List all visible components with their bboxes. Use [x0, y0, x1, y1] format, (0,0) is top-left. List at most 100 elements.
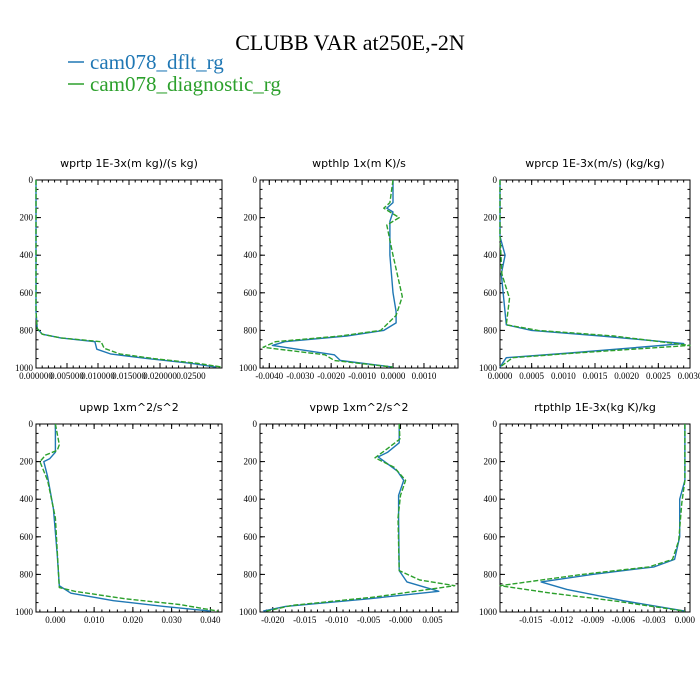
panel-4: upwp 1xm^2/s^2 0 200 400 600 800 1000 0.000 0.01…: [15, 401, 223, 625]
y-tick-label: 0: [493, 175, 498, 185]
series-line-diagnostic: [499, 180, 691, 368]
x-tick-label: 0.040: [200, 615, 221, 625]
x-tick-label: 0.0000: [488, 371, 513, 381]
legend-label-diagnostic: cam078_diagnostic_rg: [90, 72, 281, 96]
y-tick-label: 800: [20, 325, 34, 335]
y-tick-label: 1000: [479, 607, 498, 617]
x-tick-label: 0.02500: [176, 371, 206, 381]
x-tick-label: 0.010000: [81, 371, 115, 381]
y-tick-label: 400: [244, 494, 258, 504]
x-tick-label: 0.0005: [519, 371, 544, 381]
x-tick-label: -0.0020: [317, 371, 345, 381]
x-tick-label: -0.015: [519, 615, 543, 625]
y-tick-label: 0: [253, 419, 258, 429]
x-tick-label: -0.0040: [255, 371, 283, 381]
y-tick-label: 600: [244, 532, 258, 542]
x-tick-label: 0.0015: [583, 371, 608, 381]
y-tick-label: 400: [484, 250, 498, 260]
x-tick-label: 0.020: [123, 615, 144, 625]
panels: wprtp 1E-3x(m kg)/(s kg) 0 200 400 600 800 100…: [15, 157, 700, 625]
y-tick-label: 600: [20, 532, 34, 542]
series-line-diagnostic: [35, 180, 223, 368]
x-tick-label: -0.005: [357, 615, 381, 625]
y-tick-label: 600: [484, 288, 498, 298]
x-tick-label: 0.0010: [551, 371, 576, 381]
y-tick-label: 800: [244, 325, 258, 335]
x-tick-label: 0.005000: [50, 371, 84, 381]
x-tick-label: 0.000: [675, 615, 696, 625]
x-tick-label: 0.0030: [678, 371, 700, 381]
y-tick-label: 1000: [15, 607, 34, 617]
x-tick-label: 0.0000: [381, 371, 406, 381]
legend: cam078_dflt_rg cam078_diagnostic_rg: [68, 50, 281, 96]
y-tick-label: 200: [20, 213, 34, 223]
x-tick-label: 0.005: [422, 615, 443, 625]
legend-label-dflt: cam078_dflt_rg: [90, 50, 224, 74]
panel-title: rtpthlp 1E-3x(kg K)/kg: [534, 401, 656, 414]
x-tick-label: -0.000: [389, 615, 413, 625]
panel-title: vpwp 1xm^2/s^2: [309, 401, 408, 414]
y-tick-label: 200: [484, 213, 498, 223]
y-tick-label: 1000: [239, 607, 258, 617]
panel-title: wprtp 1E-3x(m kg)/(s kg): [60, 157, 198, 170]
series-line-diagnostic: [266, 423, 456, 612]
x-tick-label: 0.015000: [112, 371, 146, 381]
y-tick-label: 200: [244, 213, 258, 223]
panel-1: wprtp 1E-3x(m kg)/(s kg) 0 200 400 600 800 100…: [15, 157, 223, 381]
x-tick-label: -0.006: [612, 615, 636, 625]
x-tick-label: -0.0010: [348, 371, 376, 381]
y-tick-label: 800: [20, 569, 34, 579]
y-tick-label: 1000: [479, 363, 498, 373]
panel-title: wpthlp 1x(m K)/s: [312, 157, 406, 170]
panel-title: wprcp 1E-3x(m/s) (kg/kg): [525, 157, 664, 170]
x-tick-label: 0.0010: [412, 371, 437, 381]
y-tick-label: 400: [244, 250, 258, 260]
y-tick-label: 800: [484, 325, 498, 335]
y-tick-label: 0: [29, 419, 34, 429]
y-tick-label: 400: [484, 494, 498, 504]
x-tick-label: -0.020: [261, 615, 285, 625]
series-line-diagnostic: [499, 424, 686, 612]
y-tick-label: 0: [29, 175, 34, 185]
y-tick-label: 1000: [15, 363, 34, 373]
panel-2: wpthlp 1x(m K)/s 0 200 400 600 800 1000-0.0040…: [239, 157, 459, 381]
x-tick-label: 0.010: [84, 615, 105, 625]
plot-frame: [499, 423, 691, 613]
series-line-dflt: [540, 424, 686, 612]
y-tick-label: 1000: [239, 363, 258, 373]
x-tick-label: -0.015: [293, 615, 317, 625]
series-line-dflt: [35, 180, 216, 368]
y-tick-label: 800: [484, 569, 498, 579]
panel-6: rtpthlp 1E-3x(kg K)/kg 0 200 400 600 800 1000 -…: [479, 401, 695, 625]
y-tick-label: 600: [244, 288, 258, 298]
x-tick-label: 0.030: [162, 615, 183, 625]
x-tick-label: -0.012: [550, 615, 573, 625]
y-tick-label: 600: [484, 532, 498, 542]
chart-title: CLUBB VAR at250E,-2N: [235, 30, 465, 55]
y-tick-label: 200: [484, 457, 498, 467]
y-tick-label: 400: [20, 494, 34, 504]
x-tick-label: 0.0020: [614, 371, 639, 381]
series-line-dflt: [263, 424, 440, 612]
x-tick-label: -0.0030: [286, 371, 314, 381]
plot-frame: [499, 179, 691, 369]
y-tick-label: 800: [244, 569, 258, 579]
y-tick-label: 400: [20, 250, 34, 260]
x-tick-label: 0.0025: [646, 371, 671, 381]
plot-frame: [35, 179, 223, 369]
x-tick-label: 0.000000: [19, 371, 53, 381]
series-line-dflt: [271, 180, 397, 368]
plot-frame: [35, 423, 223, 613]
plot-frame: [259, 423, 459, 613]
series-line-diagnostic: [39, 423, 219, 612]
y-tick-label: 600: [20, 288, 34, 298]
y-tick-label: 200: [20, 457, 34, 467]
y-tick-label: 200: [244, 457, 258, 467]
x-tick-label: 0.000: [45, 615, 66, 625]
series-line-dflt: [499, 180, 685, 368]
x-tick-label: -0.009: [581, 615, 605, 625]
x-tick-label: -0.003: [642, 615, 666, 625]
y-tick-label: 0: [253, 175, 258, 185]
panel-3: wprcp 1E-3x(m/s) (kg/kg) 0 200 400 600 800 100…: [479, 157, 700, 381]
